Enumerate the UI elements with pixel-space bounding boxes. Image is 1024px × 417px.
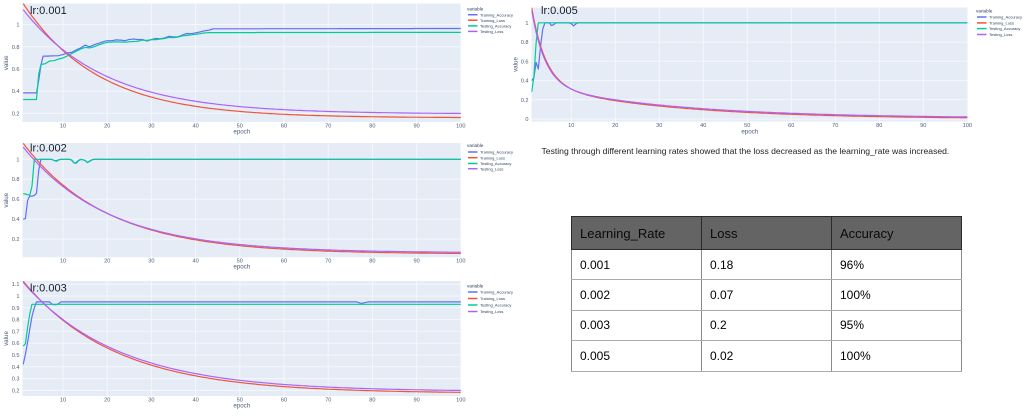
svg-text:10: 10 xyxy=(60,124,66,130)
svg-text:80: 80 xyxy=(369,259,375,265)
svg-text:Training_Accuracy: Training_Accuracy xyxy=(480,150,513,155)
svg-text:0.3: 0.3 xyxy=(12,377,20,383)
svg-text:variable: variable xyxy=(467,143,484,148)
svg-text:Testing_Accuracy: Testing_Accuracy xyxy=(480,161,511,166)
svg-text:0.4: 0.4 xyxy=(12,217,20,223)
svg-text:0.2: 0.2 xyxy=(12,237,20,243)
svg-text:10: 10 xyxy=(60,398,66,404)
svg-text:1: 1 xyxy=(16,23,19,29)
svg-text:70: 70 xyxy=(832,123,838,129)
svg-text:80: 80 xyxy=(369,124,375,130)
svg-text:80: 80 xyxy=(876,123,882,129)
svg-text:0: 0 xyxy=(525,117,528,123)
svg-text:epoch: epoch xyxy=(233,403,250,410)
svg-text:60: 60 xyxy=(281,398,287,404)
svg-text:60: 60 xyxy=(788,123,794,129)
svg-text:60: 60 xyxy=(281,259,287,265)
svg-text:20: 20 xyxy=(104,259,110,265)
svg-text:lr:0.001: lr:0.001 xyxy=(30,5,67,17)
svg-text:50: 50 xyxy=(744,123,750,129)
svg-text:0.2: 0.2 xyxy=(521,98,529,104)
svg-text:50: 50 xyxy=(237,124,243,130)
svg-text:100: 100 xyxy=(456,124,465,130)
svg-text:30: 30 xyxy=(148,124,154,130)
svg-text:epoch: epoch xyxy=(233,264,250,271)
svg-text:1: 1 xyxy=(525,21,528,27)
svg-text:20: 20 xyxy=(612,123,618,129)
svg-text:variable: variable xyxy=(467,283,484,288)
svg-text:100: 100 xyxy=(456,259,465,265)
svg-text:Testing_Loss: Testing_Loss xyxy=(480,166,503,171)
svg-text:Testing_Accuracy: Testing_Accuracy xyxy=(480,24,511,29)
svg-text:100: 100 xyxy=(456,398,465,404)
svg-text:0.4: 0.4 xyxy=(12,89,20,95)
svg-text:variable: variable xyxy=(467,6,484,11)
svg-text:0.8: 0.8 xyxy=(12,318,20,324)
svg-text:50: 50 xyxy=(237,398,243,404)
svg-text:0.7: 0.7 xyxy=(12,329,20,335)
svg-text:value: value xyxy=(3,331,10,346)
svg-text:1: 1 xyxy=(16,294,19,300)
svg-text:lr:0.002: lr:0.002 xyxy=(30,142,67,154)
svg-text:40: 40 xyxy=(700,123,706,129)
svg-text:90: 90 xyxy=(413,259,419,265)
svg-text:value: value xyxy=(3,192,10,207)
svg-text:40: 40 xyxy=(192,398,198,404)
svg-text:0.5: 0.5 xyxy=(12,353,20,359)
svg-text:Training_Loss: Training_Loss xyxy=(480,18,505,23)
svg-text:30: 30 xyxy=(656,123,662,129)
svg-text:Testing_Loss: Testing_Loss xyxy=(480,309,503,314)
svg-text:30: 30 xyxy=(148,259,154,265)
svg-text:30: 30 xyxy=(148,398,154,404)
svg-text:90: 90 xyxy=(920,123,926,129)
svg-text:90: 90 xyxy=(413,398,419,404)
svg-text:70: 70 xyxy=(325,398,331,404)
svg-text:value: value xyxy=(3,55,10,70)
svg-text:40: 40 xyxy=(192,259,198,265)
svg-text:20: 20 xyxy=(104,124,110,130)
svg-text:lr:0.005: lr:0.005 xyxy=(541,5,578,17)
svg-text:Training_Loss: Training_Loss xyxy=(989,21,1014,26)
svg-text:0.6: 0.6 xyxy=(12,67,20,73)
svg-text:Training_Accuracy: Training_Accuracy xyxy=(480,12,513,17)
svg-text:0.9: 0.9 xyxy=(12,306,20,312)
svg-text:Testing_Accuracy: Testing_Accuracy xyxy=(989,26,1020,31)
svg-text:90: 90 xyxy=(413,124,419,130)
svg-text:epoch: epoch xyxy=(741,129,758,136)
svg-text:0.2: 0.2 xyxy=(12,388,20,394)
svg-text:0.8: 0.8 xyxy=(12,45,20,51)
svg-text:10: 10 xyxy=(568,123,574,129)
svg-text:Testing_Accuracy: Testing_Accuracy xyxy=(480,303,511,308)
svg-text:70: 70 xyxy=(325,259,331,265)
svg-text:10: 10 xyxy=(60,259,66,265)
svg-text:40: 40 xyxy=(192,124,198,130)
svg-text:Training_Accuracy: Training_Accuracy xyxy=(989,15,1022,20)
svg-text:100: 100 xyxy=(963,123,972,129)
svg-text:1.1: 1.1 xyxy=(12,282,20,288)
svg-text:0.8: 0.8 xyxy=(12,177,20,183)
svg-text:Training_Accuracy: Training_Accuracy xyxy=(480,290,513,295)
svg-text:value: value xyxy=(513,57,520,72)
svg-text:Training_Loss: Training_Loss xyxy=(480,155,505,160)
svg-text:0.4: 0.4 xyxy=(521,79,529,85)
svg-text:70: 70 xyxy=(325,124,331,130)
svg-text:20: 20 xyxy=(104,398,110,404)
svg-text:epoch: epoch xyxy=(233,129,250,136)
svg-text:0.4: 0.4 xyxy=(12,365,20,371)
svg-text:60: 60 xyxy=(281,124,287,130)
svg-text:Training_Loss: Training_Loss xyxy=(480,296,505,301)
svg-text:0.6: 0.6 xyxy=(521,59,529,65)
svg-text:0.8: 0.8 xyxy=(521,40,529,46)
svg-text:0.6: 0.6 xyxy=(12,197,20,203)
svg-text:0.6: 0.6 xyxy=(12,341,20,347)
svg-text:80: 80 xyxy=(369,398,375,404)
svg-text:Testing_Loss: Testing_Loss xyxy=(480,29,503,34)
svg-text:variable: variable xyxy=(976,9,993,14)
svg-text:0.2: 0.2 xyxy=(12,111,20,117)
svg-text:Testing_Loss: Testing_Loss xyxy=(989,32,1012,37)
svg-text:50: 50 xyxy=(237,259,243,265)
svg-text:lr:0.003: lr:0.003 xyxy=(30,282,67,294)
svg-text:1: 1 xyxy=(16,157,19,163)
